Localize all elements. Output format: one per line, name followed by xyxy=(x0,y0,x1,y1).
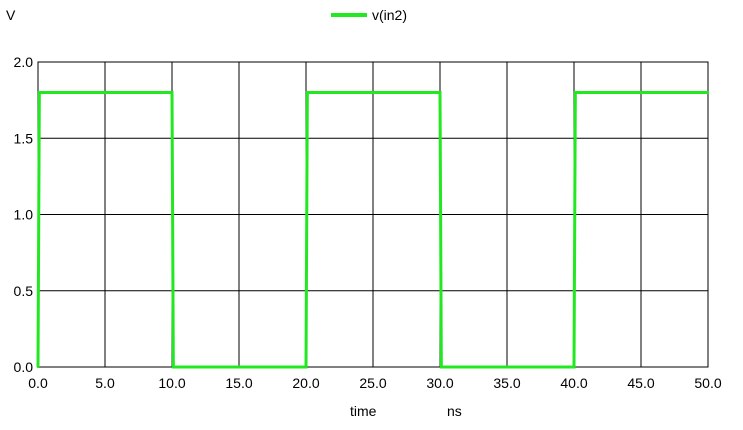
data-point xyxy=(706,91,710,94)
x-tick-label: 10.0 xyxy=(158,375,185,391)
x-axis-label: time xyxy=(350,403,377,419)
x-tick-label: 0.0 xyxy=(28,375,48,391)
y-tick-label: 2.0 xyxy=(14,54,34,70)
grid xyxy=(37,61,709,368)
data-point xyxy=(438,91,442,94)
x-tick-labels: 0.0 5.0 10.0 15.0 20.0 25.0 30.0 35.0 40.0 45.0 50… xyxy=(28,375,722,391)
x-tick-label: 25.0 xyxy=(359,375,386,391)
data-point xyxy=(306,91,309,94)
data-point xyxy=(304,365,308,369)
data-point xyxy=(572,365,576,369)
x-tick-label: 35.0 xyxy=(493,375,520,391)
y-tick-label: 0.0 xyxy=(14,359,34,375)
data-point xyxy=(440,365,443,369)
series-layer xyxy=(36,91,710,369)
data-point xyxy=(172,365,175,369)
data-point xyxy=(36,365,40,369)
y-axis-label: V xyxy=(6,7,16,23)
x-tick-label: 5.0 xyxy=(95,375,115,391)
legend-label: v(in2) xyxy=(372,7,407,23)
legend: v(in2) xyxy=(331,7,407,23)
data-point xyxy=(170,91,174,94)
x-tick-label: 45.0 xyxy=(627,375,654,391)
x-tick-label: 20.0 xyxy=(292,375,319,391)
y-tick-labels: 0.0 0.5 1.0 1.5 2.0 xyxy=(14,54,34,375)
data-point xyxy=(38,91,41,94)
y-tick-label: 0.5 xyxy=(14,283,34,299)
x-tick-label: 30.0 xyxy=(426,375,453,391)
x-tick-label: 15.0 xyxy=(225,375,252,391)
x-tick-label: 50.0 xyxy=(694,375,721,391)
x-tick-label: 40.0 xyxy=(560,375,587,391)
data-point xyxy=(574,91,577,94)
x-axis-unit: ns xyxy=(447,403,462,419)
y-tick-label: 1.0 xyxy=(14,207,34,223)
y-tick-label: 1.5 xyxy=(14,130,34,146)
